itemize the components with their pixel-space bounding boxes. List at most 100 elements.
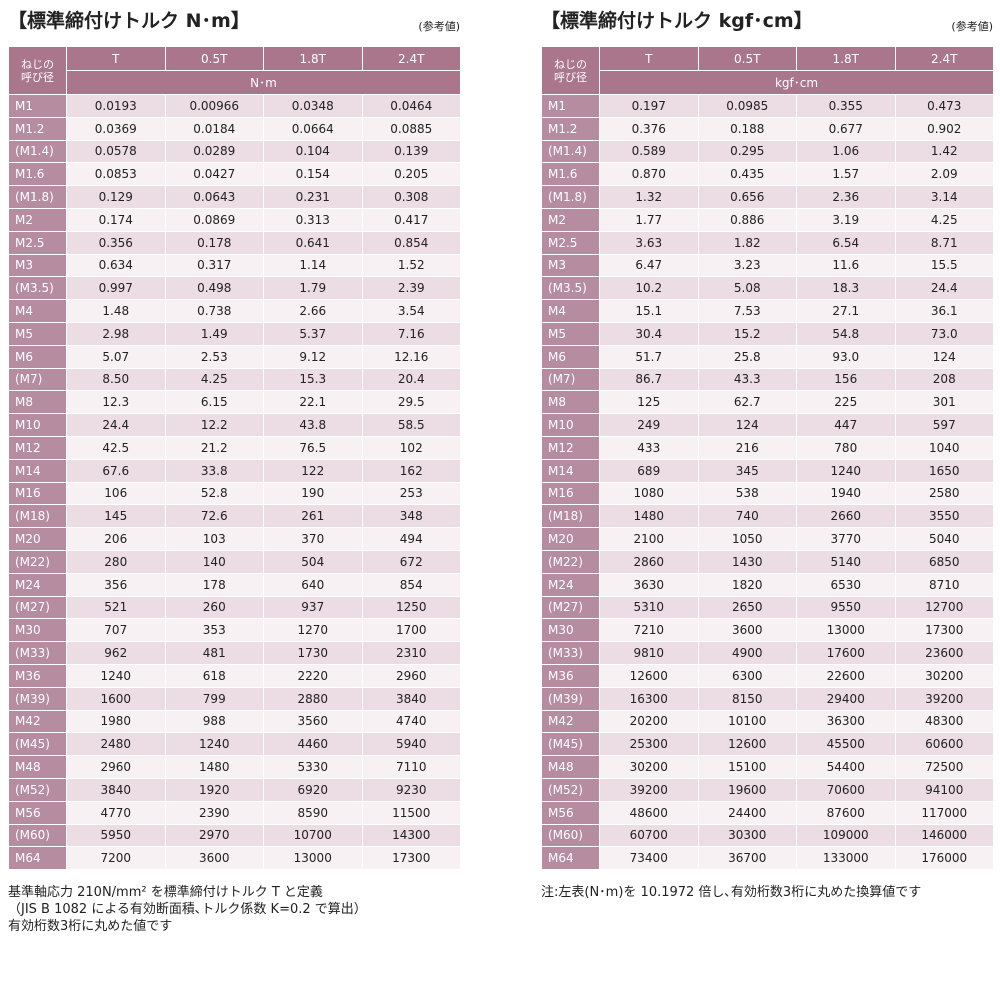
torque-value: 72.6 — [164, 504, 264, 529]
data-row: M1.6 0.0853 0.0427 0.154 0.205 — [8, 162, 461, 187]
data-row: (M3.5) 10.2 5.08 18.3 24.4 — [541, 276, 994, 301]
torque-value: 22.1 — [263, 390, 363, 415]
torque-value: 30300 — [697, 823, 797, 848]
torque-value: 39200 — [599, 777, 699, 802]
data-row: (M27) 5310 2650 9550 12700 — [541, 595, 994, 620]
torque-value: 1600 — [66, 686, 166, 711]
torque-value: 51.7 — [599, 344, 699, 369]
torque-value: 5.37 — [263, 321, 363, 346]
torque-value: 0.295 — [697, 139, 797, 164]
data-row: M20 206 103 370 494 — [8, 527, 461, 551]
data-row: M48 2960 1480 5330 7110 — [8, 755, 461, 779]
thread-size: M24 — [541, 572, 600, 597]
torque-value: 29.5 — [361, 390, 461, 415]
torque-value: 93.0 — [796, 344, 896, 369]
data-row: (M45) 25300 12600 45500 60600 — [541, 732, 994, 757]
column-header: 0.5T — [164, 46, 264, 71]
data-row: M12 42.5 21.2 76.5 102 — [8, 435, 461, 460]
torque-value: 25300 — [599, 732, 699, 757]
data-row: M12 433 216 780 1040 — [541, 435, 994, 460]
size-header: ねじの 呼び径 — [8, 46, 67, 95]
torque-value: 3.63 — [599, 230, 699, 255]
torque-value: 124 — [894, 344, 994, 369]
thread-size: M30 — [8, 618, 67, 643]
torque-value: 70600 — [796, 777, 896, 802]
torque-value: 2310 — [361, 641, 461, 665]
torque-value: 15.3 — [263, 367, 363, 392]
thread-size: M1.2 — [8, 116, 67, 141]
thread-size: M8 — [541, 390, 600, 415]
torque-value: 12600 — [697, 732, 797, 757]
torque-value: 0.902 — [894, 116, 994, 141]
torque-value: 0.0985 — [697, 94, 797, 118]
data-row: M1 0.0193 0.00966 0.0348 0.0464 — [8, 94, 461, 118]
footnote-line: （JIS B 1082 による有効断面積､トルク係数 K=0.2 で算出） — [8, 902, 367, 917]
data-row: M64 7200 3600 13000 17300 — [8, 846, 461, 871]
thread-size: M10 — [541, 413, 600, 437]
torque-value: 0.634 — [66, 253, 166, 278]
torque-value: 5140 — [796, 549, 896, 574]
torque-value: 9230 — [361, 777, 461, 802]
torque-value: 8710 — [894, 572, 994, 597]
torque-value: 4900 — [697, 641, 797, 665]
torque-value: 124 — [697, 413, 797, 437]
column-header: 2.4T — [361, 46, 461, 71]
thread-size: (M7) — [8, 367, 67, 392]
torque-value: 208 — [894, 367, 994, 392]
torque-value: 13000 — [263, 846, 363, 871]
thread-size: M56 — [8, 800, 67, 825]
torque-value: 2580 — [894, 481, 994, 506]
torque-value: 103 — [164, 527, 264, 551]
torque-value: 0.0664 — [263, 116, 363, 141]
torque-value: 0.656 — [697, 185, 797, 209]
torque-value: 9.12 — [263, 344, 363, 369]
data-row: M4 1.48 0.738 2.66 3.54 — [8, 299, 461, 323]
torque-value: 3840 — [361, 686, 461, 711]
thread-size: M20 — [8, 527, 67, 551]
thread-size: M30 — [541, 618, 600, 643]
data-row: M2.5 3.63 1.82 6.54 8.71 — [541, 230, 994, 255]
torque-value: 6920 — [263, 777, 363, 802]
thread-size: (M27) — [8, 595, 67, 620]
torque-value: 1080 — [599, 481, 699, 506]
torque-value: 348 — [361, 504, 461, 529]
thread-size: M2 — [541, 207, 600, 232]
torque-value: 2220 — [263, 663, 363, 688]
torque-value: 94100 — [894, 777, 994, 802]
torque-value: 1430 — [697, 549, 797, 574]
torque-value: 45500 — [796, 732, 896, 757]
torque-value: 162 — [361, 458, 461, 483]
torque-value: 36.1 — [894, 299, 994, 323]
torque-value: 1650 — [894, 458, 994, 483]
data-row: M2.5 0.356 0.178 0.641 0.854 — [8, 230, 461, 255]
thread-size: (M39) — [541, 686, 600, 711]
torque-value: 12.2 — [164, 413, 264, 437]
torque-value: 0.178 — [164, 230, 264, 255]
thread-size: (M7) — [541, 367, 600, 392]
torque-value: 5330 — [263, 755, 363, 779]
torque-value: 0.313 — [263, 207, 363, 232]
thread-size: M6 — [541, 344, 600, 369]
torque-value: 8150 — [697, 686, 797, 711]
thread-size: (M52) — [541, 777, 600, 802]
torque-value: 12700 — [894, 595, 994, 620]
unit-row: kgf･cm — [542, 70, 994, 95]
torque-value: 60700 — [599, 823, 699, 848]
torque-value: 86.7 — [599, 367, 699, 392]
data-row: (M52) 3840 1920 6920 9230 — [8, 777, 461, 802]
unit-header: N･m — [66, 70, 461, 95]
thread-size: M24 — [8, 572, 67, 597]
torque-value: 87600 — [796, 800, 896, 825]
torque-value: 481 — [164, 641, 264, 665]
torque-value: 1.42 — [894, 139, 994, 164]
torque-value: 133000 — [796, 846, 896, 871]
torque-value: 36300 — [796, 709, 896, 734]
data-row: M1.2 0.376 0.188 0.677 0.902 — [541, 116, 994, 141]
torque-value: 1.79 — [263, 276, 363, 301]
thread-size: M36 — [8, 663, 67, 688]
torque-value: 0.677 — [796, 116, 896, 141]
torque-value: 2.98 — [66, 321, 166, 346]
torque-value: 1820 — [697, 572, 797, 597]
torque-value: 3550 — [894, 504, 994, 529]
torque-value: 54.8 — [796, 321, 896, 346]
